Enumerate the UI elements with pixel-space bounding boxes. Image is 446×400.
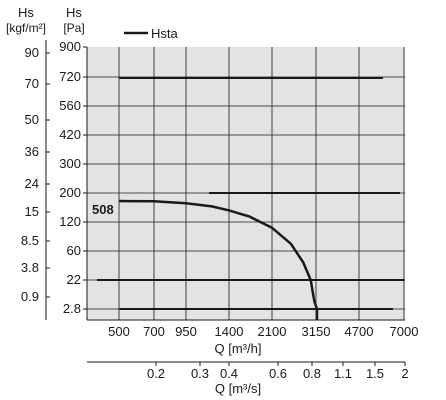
left-axis-2-unit-bottom: [Pa] <box>63 21 84 35</box>
x-axis-1-label: Q [m³/h] <box>215 341 262 356</box>
left-axis-1-unit-bottom: [kgf/m²] <box>6 21 46 35</box>
left-axis-2-tick-label: 720 <box>59 69 81 84</box>
x-axis-1-tick-label: 3150 <box>302 324 331 339</box>
left-axis-1-tick-label: 50 <box>25 112 39 127</box>
left-axis-1-tick-label: 8.5 <box>21 233 39 248</box>
x-axis-2-tick-label: 0.8 <box>303 366 321 381</box>
left-axis-1-tick-label: 90 <box>25 45 39 60</box>
left-axis-2-tick-label: 22 <box>67 272 81 287</box>
legend-label-hsta: Hsta <box>151 26 179 41</box>
x-axis-1-tick-label: 700 <box>143 324 165 339</box>
x-axis-1-tick-labels: 500 700 950 1400 2100 3150 4700 7000 <box>108 324 418 339</box>
left-axis-2-tick-label: 60 <box>67 243 81 258</box>
x-axis-2-tick-label: 0.4 <box>220 366 238 381</box>
left-axis-1-tick-label: 3.8 <box>21 260 39 275</box>
left-axis-2-tick-label: 120 <box>59 214 81 229</box>
series-hsta-label: 508 <box>92 202 114 217</box>
x-axis-2-tick-labels: 0.2 0.3 0.4 0.6 0.8 1.1 1.5 2 <box>147 362 409 381</box>
x-axis-1-tick-label: 1400 <box>215 324 244 339</box>
left-axis-2-tick-label: 2.8 <box>63 301 81 316</box>
series-hsta-curve <box>118 199 319 320</box>
x-axis-2-tick-label: 0.6 <box>269 366 287 381</box>
x-axis-2-tick-label: 1.5 <box>366 366 384 381</box>
left-axis-1-tick-label: 15 <box>25 204 39 219</box>
x-axis-2-tick-label: 1.1 <box>334 366 352 381</box>
x-axis-2-tick-label: 0.2 <box>147 366 165 381</box>
x-axis-1-tick-label: 4700 <box>345 324 374 339</box>
left-axis-1-tick-labels: 90 70 50 36 24 15 8.5 3.8 0.9 <box>21 45 50 304</box>
x-axis-2-tick-label: 2 <box>401 366 408 381</box>
x-axis-1-tick-label: 2100 <box>258 324 287 339</box>
left-axis-2-tick-label: 560 <box>59 98 81 113</box>
left-axis-1-tick-label: 0.9 <box>21 289 39 304</box>
left-axis-1-tick-label: 24 <box>25 176 39 191</box>
plot-area <box>87 47 405 320</box>
left-axis-2-tick-label: 900 <box>59 39 81 54</box>
x-axis-1-tick-label: 500 <box>108 324 130 339</box>
left-axis-2-tick-label: 420 <box>59 127 81 142</box>
left-axis-2-unit-top: Hs <box>66 5 82 20</box>
left-axis-1-unit-top: Hs <box>18 5 34 20</box>
left-axis-1-tick-label: 70 <box>25 76 39 91</box>
left-axis-2-tick-label: 200 <box>59 185 81 200</box>
legend: Hsta <box>124 26 179 41</box>
left-axis-1-tick-label: 36 <box>25 144 39 159</box>
x-axis-2-label: Q [m³/s] <box>215 381 261 396</box>
x-axis-2-tick-label: 0.3 <box>191 366 209 381</box>
left-axis-2-tick-label: 300 <box>59 156 81 171</box>
x-axis-1-tick-label: 950 <box>175 324 197 339</box>
left-axis-2-tick-labels: 900 720 560 420 300 200 120 60 22 2.8 <box>59 39 87 316</box>
x-axis-1-tick-label: 7000 <box>390 324 419 339</box>
bold-bands <box>97 77 404 310</box>
